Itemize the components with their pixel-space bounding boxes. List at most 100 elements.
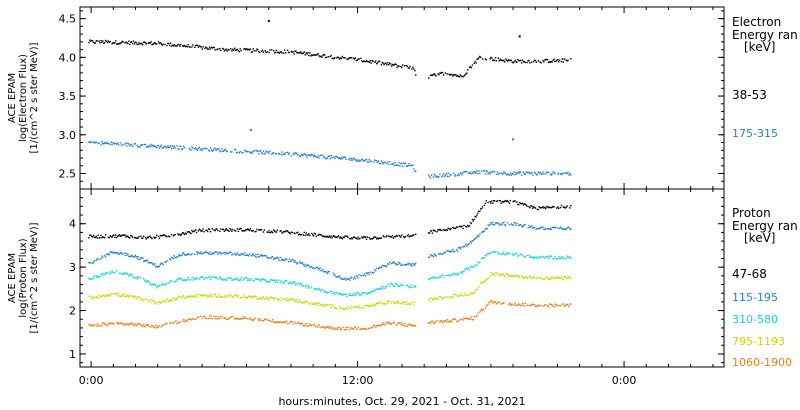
proton-point-115-195 (160, 262, 162, 264)
electron-point-175-315 (383, 162, 385, 164)
proton-point-795-1193 (211, 296, 214, 298)
proton-point-115-195 (90, 262, 92, 264)
proton-point-47-68 (336, 236, 338, 238)
proton-point-115-195 (364, 275, 367, 277)
electron-point-38-53 (151, 43, 153, 46)
proton-point-115-195 (485, 227, 487, 230)
proton-point-310-580 (318, 287, 320, 289)
proton-point-115-195 (241, 253, 243, 255)
proton-point-115-195 (301, 262, 304, 264)
electron-point-38-53 (277, 51, 279, 54)
electron-point-175-315 (110, 141, 112, 143)
proton-point-115-195 (449, 250, 451, 252)
proton-point-310-580 (522, 255, 525, 257)
electron-point-175-315 (528, 171, 530, 173)
proton-point-1060-1900 (387, 323, 389, 325)
proton-point-795-1193 (139, 296, 141, 299)
proton-point-115-195 (414, 264, 416, 266)
electron-point-175-315 (492, 170, 494, 172)
electron-point-175-315 (562, 172, 564, 175)
proton-point-1060-1900 (546, 305, 549, 307)
proton-point-47-68 (97, 234, 99, 236)
electron-point-38-53 (558, 59, 561, 61)
proton-plot-frame (79, 188, 725, 368)
electron-point-38-53 (219, 48, 221, 50)
proton-point-47-68 (303, 231, 305, 234)
proton-point-795-1193 (286, 297, 288, 300)
proton-point-310-580 (148, 281, 150, 283)
proton-point-795-1193 (549, 278, 551, 280)
proton-point-795-1193 (177, 296, 179, 299)
proton-point-1060-1900 (549, 303, 551, 305)
proton-point-115-195 (265, 255, 267, 257)
proton-point-310-580 (490, 251, 492, 254)
proton-point-1060-1900 (154, 327, 156, 329)
proton-point-795-1193 (332, 304, 334, 306)
electron-point-175-315 (506, 173, 509, 175)
proton-point-115-195 (184, 254, 187, 256)
proton-point-115-195 (532, 226, 535, 228)
electron-point-38-53 (257, 49, 259, 51)
proton-point-310-580 (480, 258, 483, 260)
proton-point-310-580 (224, 279, 227, 281)
electron-point-38-53 (553, 58, 555, 60)
proton-point-47-68 (454, 227, 456, 230)
proton-point-1060-1900 (496, 302, 499, 304)
proton-point-115-195 (266, 257, 268, 259)
electron-point-38-53 (290, 50, 292, 53)
proton-point-795-1193 (446, 296, 448, 298)
electron-point-38-53 (178, 44, 180, 46)
proton-point-1060-1900 (529, 304, 531, 306)
proton-point-795-1193 (288, 298, 291, 300)
proton-point-310-580 (429, 277, 432, 280)
electron-point-38-53 (378, 60, 381, 63)
electron-point-175-315 (309, 154, 311, 156)
proton-point-310-580 (208, 276, 211, 278)
proton-point-310-580 (210, 276, 213, 278)
proton-point-1060-1900 (337, 326, 340, 329)
proton-point-115-195 (397, 263, 399, 265)
electron-point-38-53 (294, 50, 296, 52)
proton-point-47-68 (463, 224, 465, 227)
electron-point-175-315 (226, 150, 228, 153)
proton-point-47-68 (123, 234, 125, 236)
proton-point-47-68 (485, 200, 487, 202)
proton-point-795-1193 (204, 294, 206, 296)
electron-point-175-315 (362, 159, 364, 161)
proton-point-795-1193 (378, 302, 381, 304)
electron-point-175-315 (516, 173, 518, 175)
electron-point-38-53 (115, 40, 117, 42)
proton-point-310-580 (273, 279, 275, 281)
proton-point-310-580 (489, 252, 491, 255)
proton-point-795-1193 (489, 275, 491, 277)
proton-point-47-68 (117, 235, 120, 237)
proton-point-47-68 (286, 230, 288, 232)
electron-point-175-315 (312, 156, 315, 158)
proton-point-115-195 (412, 263, 414, 265)
electron-point-175-315 (142, 144, 144, 146)
electron-point-175-315 (405, 165, 408, 167)
proton-point-1060-1900 (265, 318, 267, 320)
proton-point-310-580 (170, 280, 173, 282)
electron-point-175-315 (444, 174, 447, 176)
proton-point-115-195 (391, 262, 394, 264)
proton-point-795-1193 (174, 299, 176, 301)
proton-point-115-195 (503, 221, 505, 224)
proton-point-115-195 (305, 265, 307, 268)
electron-point-38-53 (398, 65, 400, 67)
proton-point-310-580 (406, 284, 409, 286)
electron-point-38-53 (548, 61, 551, 63)
proton-point-115-195 (447, 250, 449, 252)
proton-point-1060-1900 (291, 321, 293, 323)
proton-point-310-580 (202, 276, 204, 278)
proton-point-47-68 (474, 215, 476, 218)
proton-point-115-195 (187, 253, 189, 255)
proton-point-1060-1900 (125, 322, 127, 325)
proton-point-115-195 (429, 254, 432, 256)
electron-point-175-315 (252, 150, 254, 153)
proton-point-115-195 (328, 270, 331, 273)
proton-point-1060-1900 (428, 322, 430, 324)
proton-point-115-195 (493, 223, 496, 226)
proton-point-115-195 (238, 254, 240, 256)
proton-point-795-1193 (263, 298, 266, 301)
